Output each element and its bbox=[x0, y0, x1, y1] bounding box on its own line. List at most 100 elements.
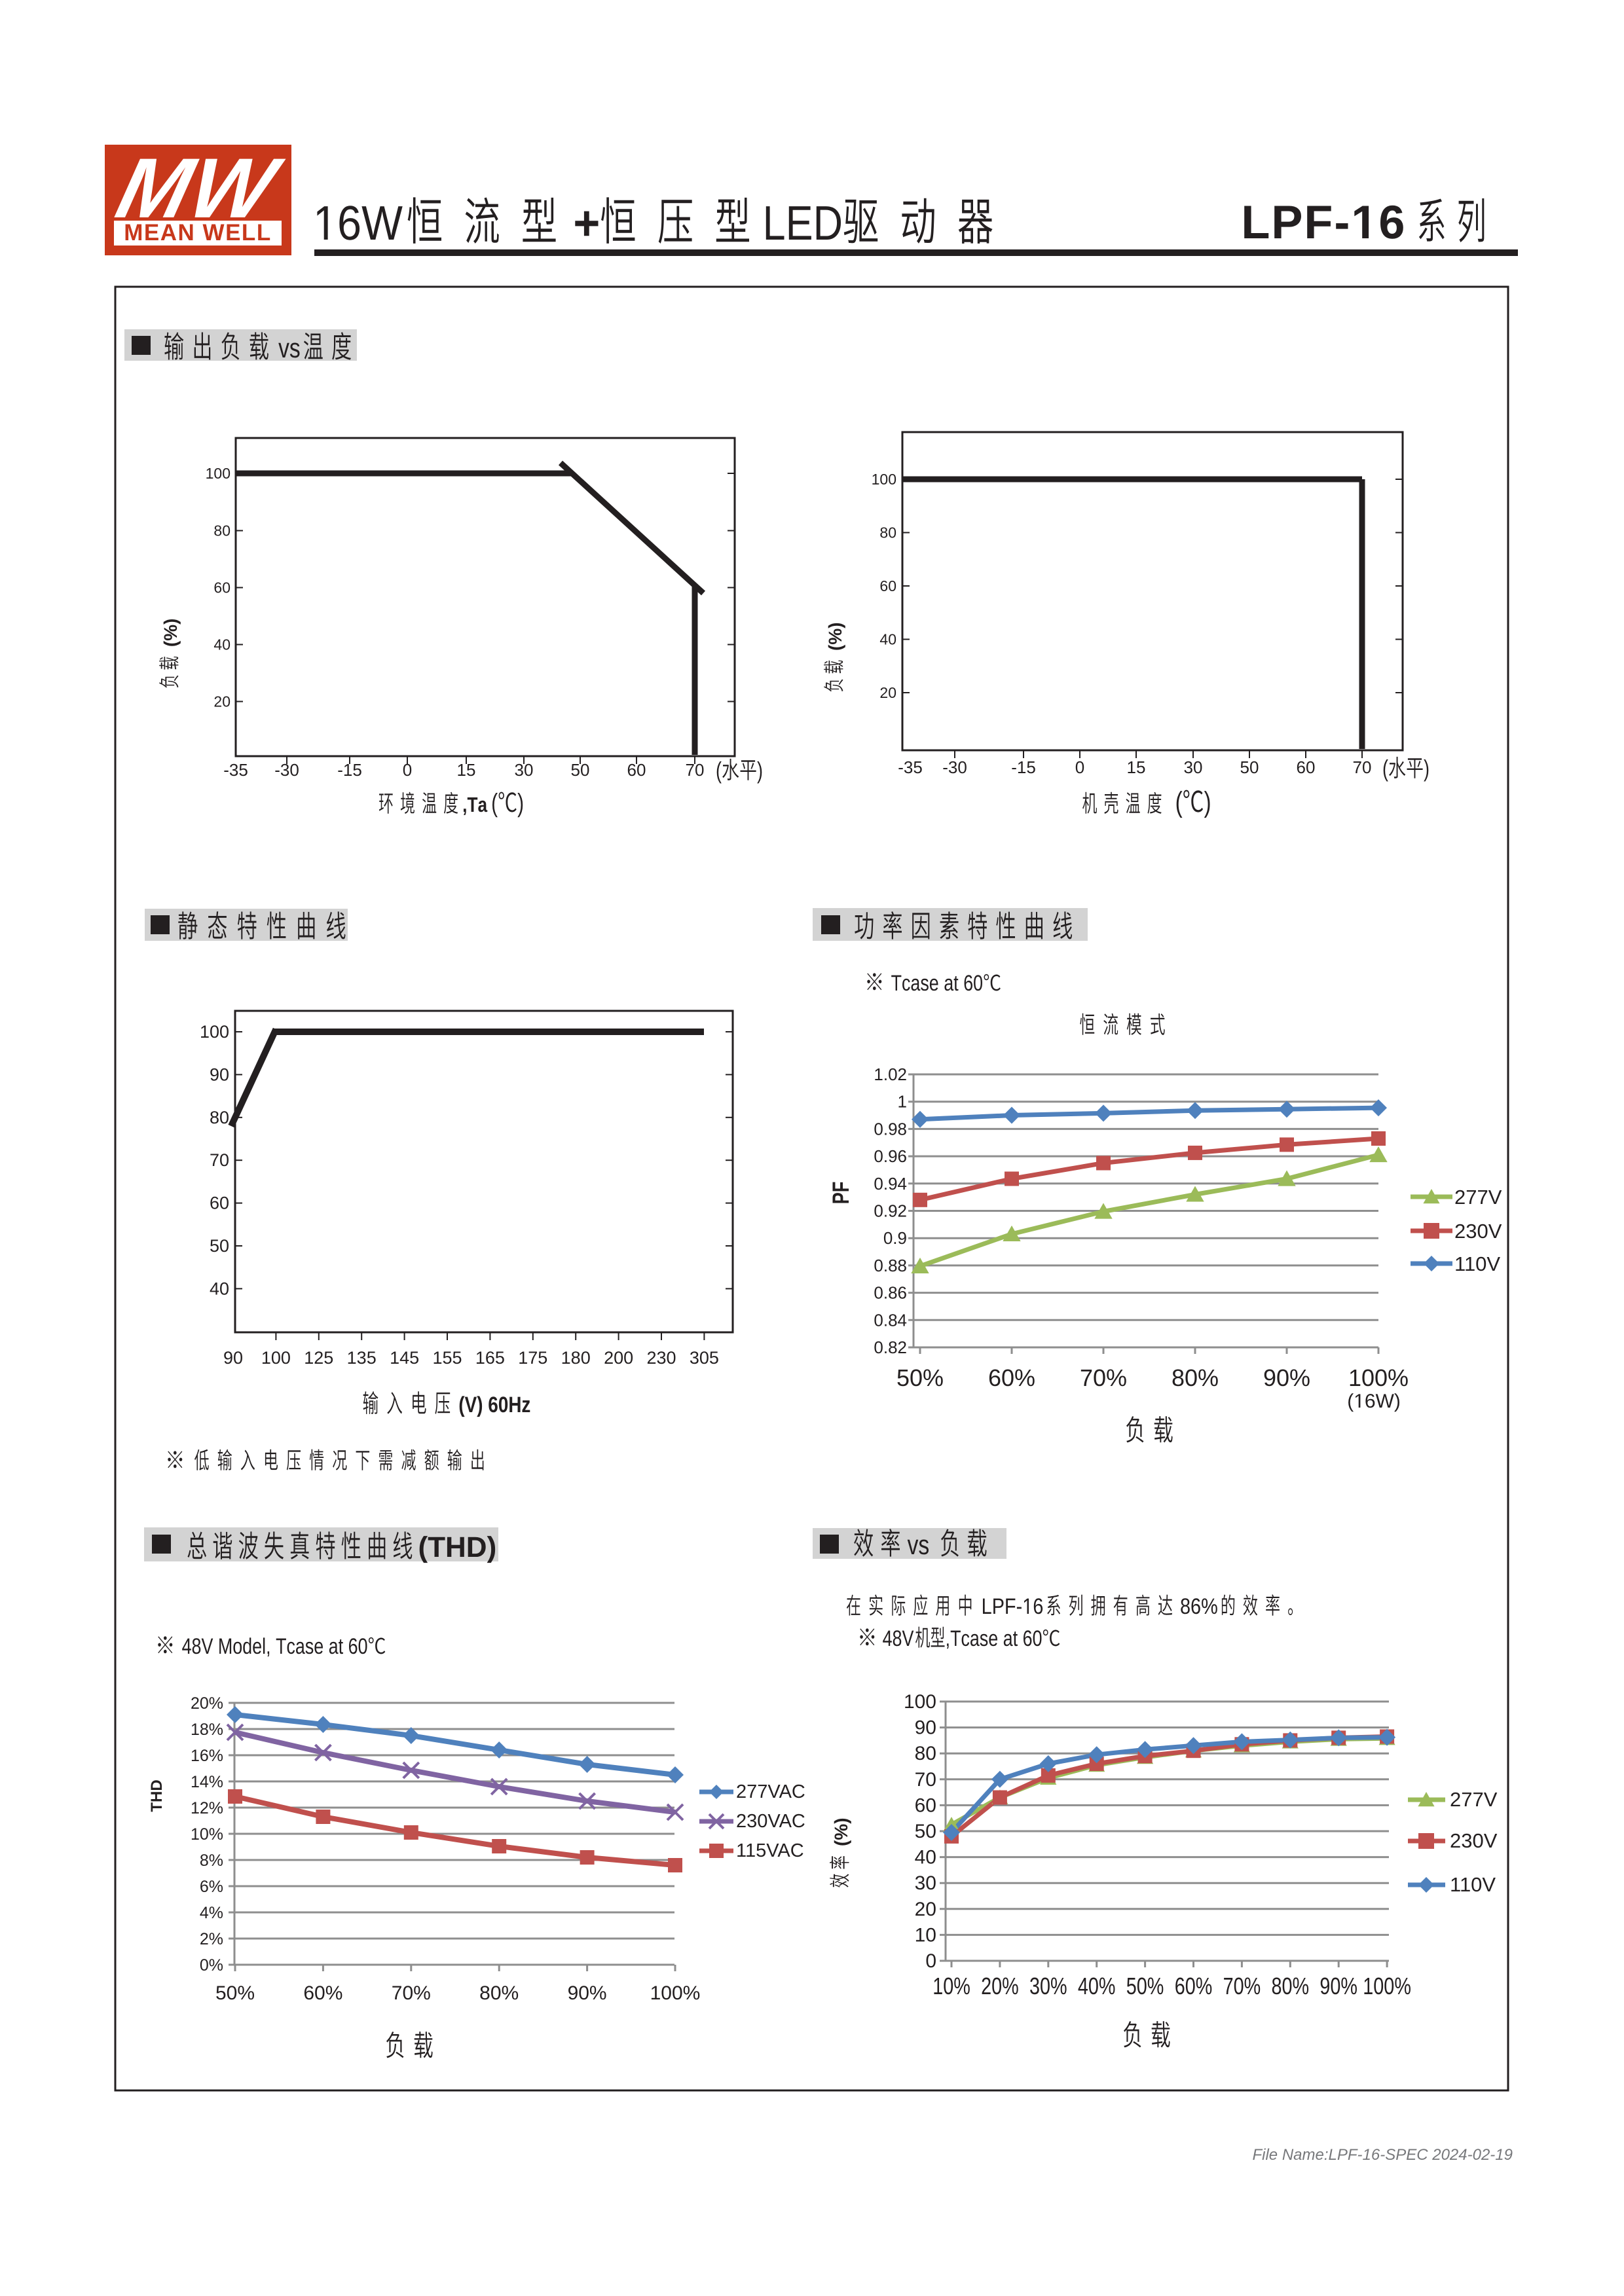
svg-text:180: 180 bbox=[561, 1348, 591, 1368]
svg-text:50%: 50% bbox=[1126, 1973, 1164, 1999]
svg-text:60: 60 bbox=[879, 577, 896, 594]
svg-text:8%: 8% bbox=[200, 1851, 223, 1870]
svg-text:200: 200 bbox=[604, 1348, 633, 1368]
svg-text:80: 80 bbox=[210, 1108, 229, 1127]
svg-text:THD: THD bbox=[148, 1779, 166, 1812]
svg-text:70%: 70% bbox=[1223, 1973, 1261, 1999]
svg-text:0.9: 0.9 bbox=[883, 1228, 907, 1248]
svg-text:20%: 20% bbox=[981, 1973, 1019, 1999]
svg-text:90: 90 bbox=[223, 1348, 243, 1368]
svg-text:10: 10 bbox=[915, 1924, 936, 1946]
svg-text:135: 135 bbox=[347, 1348, 377, 1368]
svg-text:40: 40 bbox=[915, 1847, 936, 1868]
svg-text:10%: 10% bbox=[932, 1973, 970, 1999]
svg-text:60%: 60% bbox=[303, 1982, 342, 2004]
svg-text:100: 100 bbox=[206, 465, 231, 482]
svg-text:80%: 80% bbox=[1172, 1364, 1219, 1391]
svg-text:90: 90 bbox=[915, 1717, 936, 1739]
svg-text:40: 40 bbox=[210, 1279, 229, 1298]
svg-text:60%: 60% bbox=[1175, 1973, 1213, 1999]
svg-text:60: 60 bbox=[213, 579, 231, 596]
svg-text:PF: PF bbox=[828, 1182, 854, 1205]
svg-text:1: 1 bbox=[898, 1092, 907, 1112]
svg-text:80: 80 bbox=[915, 1743, 936, 1764]
svg-text:20%: 20% bbox=[191, 1694, 223, 1713]
svg-text:277V: 277V bbox=[1454, 1186, 1502, 1209]
svg-text:0.84: 0.84 bbox=[874, 1310, 907, 1330]
svg-text:100%: 100% bbox=[1348, 1364, 1409, 1391]
svg-text:0%: 0% bbox=[200, 1956, 223, 1975]
svg-text:100: 100 bbox=[872, 471, 896, 488]
svg-text:-15: -15 bbox=[1011, 757, 1036, 777]
svg-text:50: 50 bbox=[915, 1821, 936, 1842]
svg-text:40: 40 bbox=[213, 636, 231, 653]
svg-text:1.02: 1.02 bbox=[874, 1065, 907, 1084]
svg-text:2%: 2% bbox=[200, 1930, 223, 1948]
svg-text:0.82: 0.82 bbox=[874, 1338, 907, 1357]
svg-text:100%: 100% bbox=[650, 1982, 701, 2004]
svg-text:70%: 70% bbox=[392, 1982, 431, 2004]
svg-text:90: 90 bbox=[210, 1065, 229, 1084]
svg-text:18%: 18% bbox=[191, 1721, 223, 1739]
svg-text:0.94: 0.94 bbox=[874, 1174, 907, 1194]
svg-text:115VAC: 115VAC bbox=[736, 1840, 804, 1861]
svg-text:14%: 14% bbox=[191, 1773, 223, 1791]
svg-text:50: 50 bbox=[210, 1236, 229, 1256]
svg-text:File Name:LPF-16-SPEC 2024-02-: File Name:LPF-16-SPEC 2024-02-19 bbox=[1252, 2146, 1513, 2164]
svg-text:100: 100 bbox=[261, 1348, 291, 1368]
svg-text:-35: -35 bbox=[223, 760, 248, 780]
svg-text:-35: -35 bbox=[898, 757, 923, 777]
svg-text:15: 15 bbox=[457, 760, 476, 780]
svg-text:70: 70 bbox=[1353, 757, 1372, 777]
svg-text:30: 30 bbox=[1184, 757, 1203, 777]
svg-text:4%: 4% bbox=[200, 1904, 223, 1922]
svg-text:230V: 230V bbox=[1454, 1220, 1502, 1243]
svg-text:125: 125 bbox=[304, 1348, 333, 1368]
svg-text:80%: 80% bbox=[1271, 1973, 1309, 1999]
svg-text:50%: 50% bbox=[896, 1364, 944, 1391]
svg-text:277VAC: 277VAC bbox=[736, 1781, 805, 1802]
svg-text:20: 20 bbox=[213, 693, 231, 710]
svg-text:90%: 90% bbox=[1263, 1364, 1310, 1391]
svg-text:0.86: 0.86 bbox=[874, 1283, 907, 1303]
svg-text:60: 60 bbox=[627, 760, 646, 780]
svg-text:100: 100 bbox=[904, 1691, 936, 1713]
svg-text:-30: -30 bbox=[942, 757, 967, 777]
svg-text:50: 50 bbox=[1240, 757, 1259, 777]
svg-text:-15: -15 bbox=[337, 760, 362, 780]
svg-text:145: 145 bbox=[390, 1348, 419, 1368]
svg-text:40%: 40% bbox=[1078, 1973, 1116, 1999]
svg-text:0.92: 0.92 bbox=[874, 1201, 907, 1221]
svg-text:230: 230 bbox=[646, 1348, 676, 1368]
svg-text:0: 0 bbox=[1075, 757, 1084, 777]
svg-text:20: 20 bbox=[879, 684, 896, 701]
svg-text:277V: 277V bbox=[1450, 1788, 1498, 1811]
svg-text:230VAC: 230VAC bbox=[736, 1811, 805, 1832]
svg-text:MEAN WELL: MEAN WELL bbox=[124, 220, 271, 246]
svg-text:90%: 90% bbox=[1320, 1973, 1357, 1999]
svg-text:0.98: 0.98 bbox=[874, 1119, 907, 1139]
svg-text:50%: 50% bbox=[215, 1982, 255, 2004]
svg-text:30: 30 bbox=[515, 760, 534, 780]
svg-text:0: 0 bbox=[925, 1950, 936, 1972]
svg-text:60: 60 bbox=[915, 1795, 936, 1816]
svg-text:30: 30 bbox=[915, 1872, 936, 1894]
svg-text:6%: 6% bbox=[200, 1878, 223, 1896]
svg-text:0.88: 0.88 bbox=[874, 1256, 907, 1275]
svg-text:20: 20 bbox=[915, 1899, 936, 1920]
svg-text:70: 70 bbox=[210, 1150, 229, 1170]
svg-text:70%: 70% bbox=[1080, 1364, 1127, 1391]
svg-text:30%: 30% bbox=[1029, 1973, 1067, 1999]
svg-text:60: 60 bbox=[210, 1194, 229, 1213]
svg-text:100%: 100% bbox=[1363, 1973, 1411, 1999]
svg-text:110V: 110V bbox=[1450, 1873, 1496, 1896]
svg-text:50: 50 bbox=[571, 760, 590, 780]
svg-text:-30: -30 bbox=[274, 760, 299, 780]
svg-text:80: 80 bbox=[879, 524, 896, 541]
svg-text:40: 40 bbox=[879, 631, 896, 648]
svg-text:70: 70 bbox=[686, 760, 705, 780]
svg-text:16%: 16% bbox=[191, 1747, 223, 1765]
svg-text:12%: 12% bbox=[191, 1799, 223, 1817]
svg-text:155: 155 bbox=[432, 1348, 462, 1368]
svg-text:0.96: 0.96 bbox=[874, 1146, 907, 1166]
